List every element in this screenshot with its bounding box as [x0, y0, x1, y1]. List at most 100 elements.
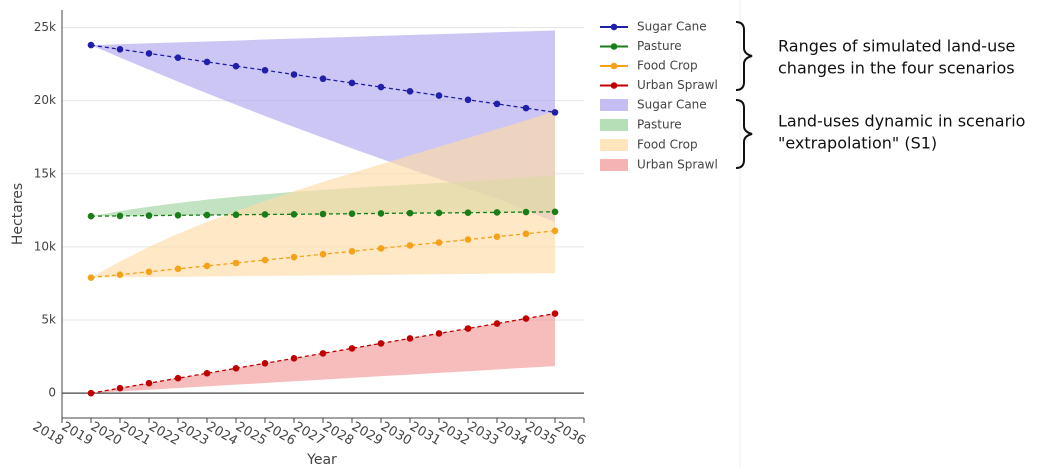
- x-axis-title: Year: [306, 452, 337, 468]
- data-point: [435, 239, 443, 246]
- legend-marker: [610, 62, 618, 70]
- data-point: [406, 242, 414, 249]
- data-point: [203, 58, 211, 66]
- data-point: [551, 310, 559, 317]
- data-point: [435, 330, 443, 337]
- data-point: [116, 271, 124, 278]
- y-axis-title: Hectares: [10, 183, 26, 245]
- data-point: [406, 88, 414, 95]
- legend-swatch: [600, 139, 628, 151]
- data-point: [522, 230, 530, 238]
- data-point: [377, 340, 385, 347]
- data-point: [464, 96, 472, 104]
- legend-label: Pasture: [637, 118, 682, 132]
- data-point: [493, 100, 501, 108]
- data-point: [290, 253, 298, 261]
- legend-label: Sugar Cane: [637, 20, 707, 34]
- y-tick-label: 25k: [34, 20, 56, 34]
- data-point: [87, 389, 95, 397]
- data-point: [232, 259, 240, 267]
- data-point: [551, 208, 559, 216]
- data-point: [319, 250, 327, 258]
- y-tick-label: 20k: [34, 93, 56, 107]
- data-point: [406, 335, 414, 342]
- data-point: [377, 210, 385, 217]
- legend-label: Food Crop: [637, 138, 698, 152]
- y-tick-label: 15k: [34, 166, 56, 180]
- range-band: [91, 110, 555, 278]
- data-point: [348, 79, 356, 87]
- y-tick-label: 10k: [34, 239, 56, 253]
- data-point: [290, 71, 298, 78]
- data-point: [551, 109, 559, 116]
- data-point: [145, 50, 153, 57]
- legend-label: Urban Sprawl: [637, 78, 718, 92]
- brace: [735, 21, 753, 91]
- annotation: "extrapolation" (S1): [778, 134, 937, 153]
- y-tick-label: 0: [48, 386, 56, 400]
- data-point: [203, 262, 211, 270]
- data-point: [377, 245, 385, 252]
- legend-marker: [610, 43, 618, 50]
- data-point: [522, 208, 530, 216]
- data-point: [348, 210, 356, 218]
- data-point: [377, 83, 385, 91]
- legend-label: Pasture: [637, 39, 682, 53]
- data-point: [290, 210, 298, 218]
- data-point: [174, 212, 182, 219]
- series-line: [90, 312, 556, 394]
- data-point: [319, 75, 327, 83]
- data-point: [551, 227, 559, 235]
- data-point: [348, 345, 356, 352]
- legend-swatch: [600, 119, 628, 131]
- data-point: [464, 236, 472, 243]
- data-point: [261, 360, 269, 367]
- data-point: [319, 210, 327, 218]
- data-point: [493, 320, 501, 327]
- data-point: [435, 92, 443, 99]
- legend-marker: [610, 82, 618, 89]
- legend-label: Food Crop: [637, 59, 698, 73]
- annotation: Ranges of simulated land-use: [778, 37, 1015, 56]
- data-point: [290, 355, 298, 362]
- legend-label: Sugar Cane: [637, 98, 707, 112]
- data-point: [232, 211, 240, 219]
- data-point: [116, 212, 124, 220]
- legend-label: Urban Sprawl: [637, 158, 718, 172]
- data-point: [493, 233, 501, 240]
- annotation: Land-uses dynamic in scenario: [778, 112, 1025, 131]
- data-point: [116, 46, 124, 53]
- data-point: [493, 209, 501, 216]
- legend-swatch: [600, 99, 628, 111]
- y-tick-label: 5k: [41, 313, 56, 327]
- data-point: [174, 54, 182, 61]
- data-point: [348, 247, 356, 255]
- data-point: [464, 209, 472, 216]
- data-point: [174, 265, 182, 273]
- data-point: [145, 379, 153, 387]
- data-point: [174, 374, 182, 382]
- data-point: [261, 66, 269, 74]
- data-point: [145, 268, 153, 276]
- data-point: [87, 274, 95, 281]
- data-point: [203, 211, 211, 219]
- data-point: [203, 369, 211, 377]
- data-point: [116, 384, 124, 392]
- data-point: [522, 315, 530, 322]
- brace: [735, 99, 753, 169]
- data-point: [435, 209, 443, 217]
- data-point: [522, 104, 530, 112]
- data-point: [261, 256, 269, 264]
- legend-marker: [610, 23, 618, 31]
- data-point: [319, 350, 327, 357]
- data-point: [145, 212, 153, 219]
- data-point: [87, 41, 95, 49]
- annotation: changes in the four scenarios: [778, 59, 1015, 78]
- data-point: [87, 212, 95, 220]
- data-point: [464, 325, 472, 332]
- data-point: [406, 209, 414, 217]
- data-point: [232, 364, 240, 372]
- data-point: [232, 62, 240, 70]
- legend-swatch: [600, 159, 628, 171]
